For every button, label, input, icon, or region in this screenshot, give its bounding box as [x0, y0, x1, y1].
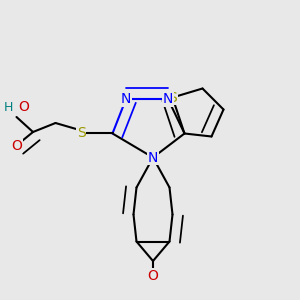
Text: O: O [11, 139, 22, 152]
Text: O: O [148, 269, 158, 283]
Text: N: N [121, 92, 131, 106]
Text: H: H [4, 101, 14, 114]
Text: N: N [148, 151, 158, 164]
Text: N: N [163, 92, 173, 106]
Text: S: S [168, 91, 177, 104]
Text: S: S [76, 127, 85, 140]
Text: O: O [18, 100, 29, 114]
